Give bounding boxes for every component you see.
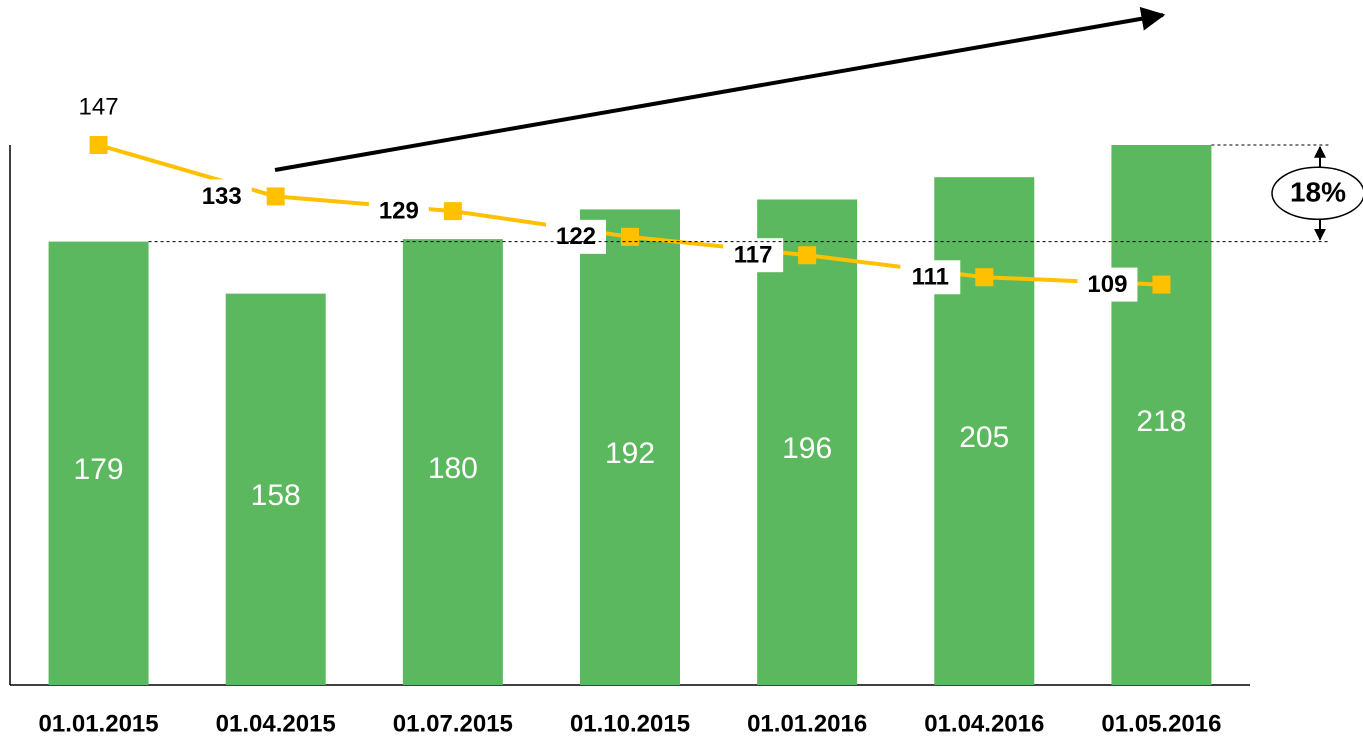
bar-value-label: 158 (251, 479, 301, 512)
label-background (368, 194, 429, 229)
line-value-label: 111 (912, 264, 949, 291)
label-background (1077, 267, 1138, 302)
x-tick-label: 01.04.2016 (924, 710, 1044, 737)
x-tick-label: 01.05.2016 (1101, 710, 1221, 737)
line-marker (443, 202, 462, 221)
line-marker (89, 136, 108, 154)
bar-value-label: 192 (605, 437, 655, 470)
line-marker (798, 246, 817, 265)
label-background (191, 179, 252, 214)
bar-value-label: 205 (959, 421, 1009, 454)
x-tick-label: 01.01.2015 (39, 710, 159, 737)
bar-value-label: 196 (782, 432, 832, 465)
line-marker (621, 227, 639, 246)
x-tick-label: 01.01.2016 (747, 710, 867, 737)
line-value-label: 133 (202, 183, 242, 210)
annotation-ellipse (1271, 166, 1363, 221)
label-background (900, 260, 961, 295)
x-tick-label: 01.07.2015 (393, 710, 513, 737)
bar (580, 209, 680, 685)
bar-value-label: 179 (74, 453, 124, 486)
label-background (546, 219, 606, 254)
annotation: 18% (1290, 177, 1346, 208)
line-value-label: 129 (379, 197, 419, 224)
line-value-label: 117 (734, 242, 773, 269)
bar-value-label: 180 (428, 452, 478, 485)
bar (402, 239, 503, 686)
label-background (723, 238, 784, 273)
bar (48, 241, 149, 685)
line-marker (975, 268, 994, 287)
line-value-label: 109 (1087, 271, 1127, 298)
trend-arrow (274, 6, 1166, 172)
x-tick-label: 01.04.2015 (216, 710, 336, 737)
line-marker (1152, 275, 1171, 294)
line-marker (266, 187, 285, 206)
bar (225, 293, 326, 685)
bar (757, 199, 858, 685)
bar (1111, 145, 1212, 685)
bar-value-label: 218 (1136, 405, 1186, 438)
x-tick-label: 01.10.2015 (570, 710, 690, 737)
line-value-label: 122 (556, 223, 596, 250)
line-value-label: 147 (79, 93, 119, 120)
